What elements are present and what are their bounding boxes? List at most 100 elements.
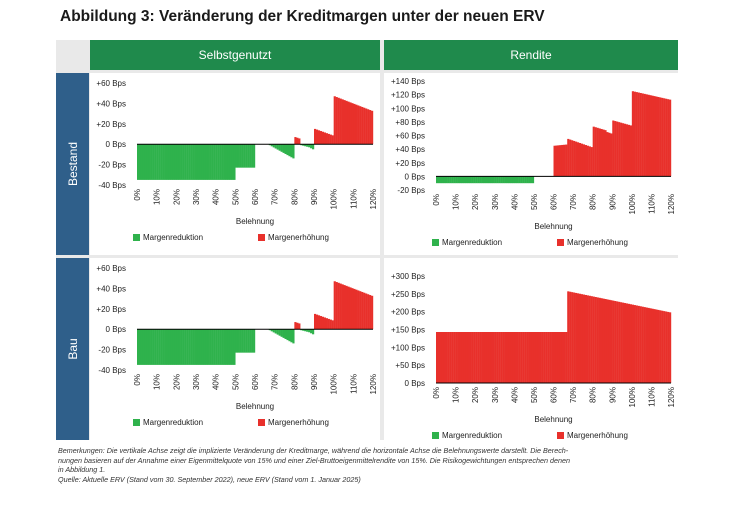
y-tick-label: +40 Bps (395, 145, 425, 154)
bar-reduction (190, 144, 193, 180)
x-tick-label: 10% (452, 194, 461, 210)
bar-reduction (144, 329, 148, 365)
x-tick-label: 60% (550, 194, 559, 210)
bar-increase (467, 331, 470, 383)
y-tick-label: 0 Bps (405, 379, 425, 388)
bar-increase (504, 331, 507, 383)
bar-reduction (174, 329, 177, 365)
y-tick-label: +40 Bps (96, 99, 126, 108)
bar-reduction (217, 144, 220, 180)
bar-increase (535, 331, 539, 383)
x-tick-label: 60% (251, 374, 260, 390)
bar-increase (317, 315, 321, 330)
bar-reduction (140, 329, 144, 365)
x-axis-title: Belehnung (534, 222, 572, 231)
bar-reduction (496, 176, 499, 184)
y-tick-label: -20 Bps (98, 346, 126, 355)
bar-increase (531, 331, 535, 383)
bar-increase (578, 142, 582, 177)
bar-reduction (251, 329, 254, 353)
x-axis-title: Belehnung (236, 217, 274, 226)
bar-increase (610, 300, 613, 383)
bar-reduction (178, 144, 181, 180)
x-tick-label: 90% (310, 374, 319, 390)
bar-increase (506, 331, 509, 383)
legend-swatch-reduction (432, 239, 439, 246)
legend-label-reduction: Margenreduktion (143, 418, 203, 427)
bar-increase (610, 133, 613, 177)
bar-segment (314, 313, 334, 330)
bar-increase (296, 322, 299, 330)
bar-increase (602, 129, 605, 177)
bar-increase (296, 137, 299, 145)
bar-increase (582, 294, 586, 383)
bar-reduction (168, 329, 171, 365)
bar-reduction (180, 144, 183, 180)
bar-increase (371, 110, 374, 145)
bar-increase (518, 331, 521, 383)
y-tick-label: +120 Bps (391, 91, 425, 100)
y-tick-label: +200 Bps (391, 308, 425, 317)
bar-increase (614, 121, 617, 177)
bar-reduction (520, 176, 523, 184)
bar-reduction (508, 176, 511, 184)
bar-reduction (197, 329, 201, 365)
bar-increase (577, 293, 580, 383)
bar-increase (355, 289, 358, 330)
bar-increase (323, 317, 326, 330)
bar-increase (488, 331, 492, 383)
chart-bestand-selbstgenutzt: -40 Bps -20 Bps 0 Bps +20 Bps +40 Bps +60 Bps… (96, 79, 378, 242)
y-tick-label: +300 Bps (391, 272, 425, 281)
bar-increase (657, 96, 660, 177)
notes-line-1: Bemerkungen: Die vertikale Achse zeigt d… (58, 446, 569, 455)
bar-reduction (176, 329, 179, 365)
bar-reduction (276, 329, 279, 335)
bar-increase (616, 301, 619, 383)
bar-increase (496, 331, 499, 383)
x-tick-label: 120% (369, 189, 378, 209)
bar-increase (341, 99, 344, 145)
bar-increase (465, 331, 468, 383)
bar-increase (351, 288, 354, 330)
bar-reduction (447, 176, 450, 184)
bar-reduction (239, 144, 242, 168)
bar-reduction (445, 176, 448, 184)
bar-increase (492, 331, 495, 383)
y-tick-label: +100 Bps (391, 104, 425, 113)
x-tick-label: 120% (667, 194, 676, 214)
bar-segment (235, 329, 256, 353)
bar-increase (361, 291, 364, 330)
bar-reduction (160, 144, 163, 180)
bar-increase (633, 91, 636, 177)
bar-reduction (494, 176, 497, 184)
bar-reduction (227, 144, 230, 180)
bar-increase (553, 331, 556, 383)
bar-reduction (235, 329, 238, 353)
bar-reduction (172, 329, 175, 365)
bar-reduction (217, 329, 220, 365)
x-tick-label: 20% (172, 374, 181, 390)
bar-increase (371, 295, 374, 330)
bar-reduction (526, 176, 529, 184)
bar-increase (608, 299, 611, 383)
bar-increase (455, 331, 458, 383)
bar-reduction (302, 144, 305, 146)
bar-reduction (196, 144, 199, 180)
bar-segment (631, 91, 672, 177)
bar-increase (351, 103, 354, 145)
bar-increase (639, 92, 642, 177)
bar-increase (616, 121, 619, 177)
y-tick-label: +20 Bps (96, 120, 126, 129)
bar-reduction (194, 144, 197, 180)
bar-increase (327, 133, 330, 145)
bar-increase (580, 294, 584, 383)
bar-reduction (274, 144, 277, 149)
bar-increase (624, 303, 627, 383)
bar-increase (347, 101, 350, 145)
bar-increase (647, 307, 650, 383)
bar-reduction (201, 144, 205, 180)
x-tick-label: 100% (330, 189, 339, 209)
y-tick-label: -40 Bps (98, 181, 126, 190)
bar-segment (300, 329, 309, 332)
bar-reduction (516, 176, 519, 184)
